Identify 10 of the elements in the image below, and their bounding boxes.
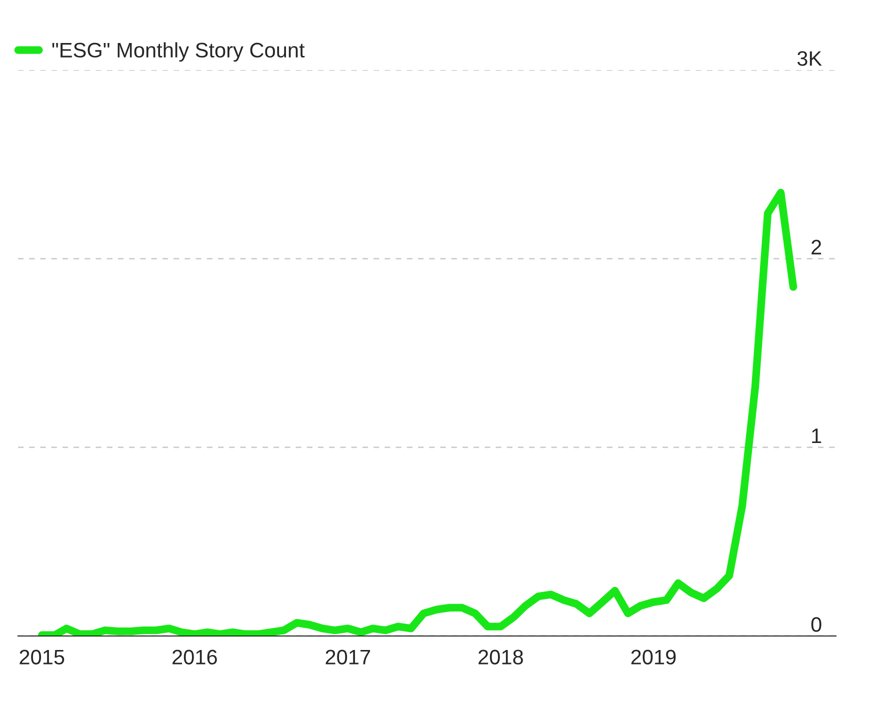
x-tick-label: 2019	[631, 650, 676, 664]
y-tick-label: 3K	[797, 51, 822, 66]
x-tick-label: 2016	[172, 650, 217, 664]
x-tick-label: 2018	[478, 650, 523, 664]
legend-label: "ESG" Monthly Story Count	[52, 42, 305, 62]
x-tick-label: 2015	[20, 650, 64, 664]
y-tick-label: 0	[811, 617, 822, 632]
y-tick-label: 2	[812, 240, 822, 254]
y-tick-label: 1	[812, 428, 822, 444]
x-tick-label: 2017	[326, 650, 370, 664]
